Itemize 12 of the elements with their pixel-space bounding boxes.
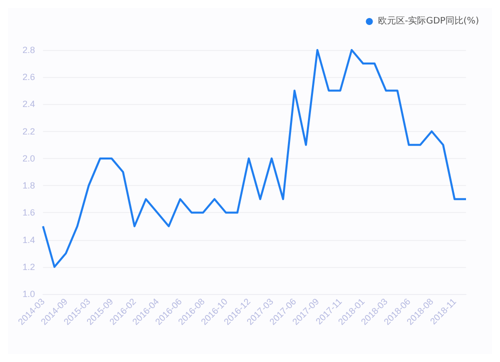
y-tick-label: 1.8 bbox=[22, 180, 35, 191]
y-tick-label: 2.2 bbox=[22, 126, 35, 136]
legend-label: 欧元区-实际GDP同比(%) bbox=[378, 16, 480, 26]
y-tick-label: 2.6 bbox=[22, 72, 35, 82]
y-tick-label: 2.4 bbox=[22, 99, 35, 110]
line-series bbox=[42, 49, 467, 268]
y-tick-label: 1.2 bbox=[22, 262, 35, 272]
y-tick-label: 2.0 bbox=[22, 153, 35, 164]
y-tick-label: 2.8 bbox=[22, 45, 35, 55]
y-tick-label: 1.0 bbox=[22, 289, 35, 299]
y-tick-label: 1.4 bbox=[22, 234, 35, 245]
y-tick-label: 1.6 bbox=[22, 208, 35, 218]
